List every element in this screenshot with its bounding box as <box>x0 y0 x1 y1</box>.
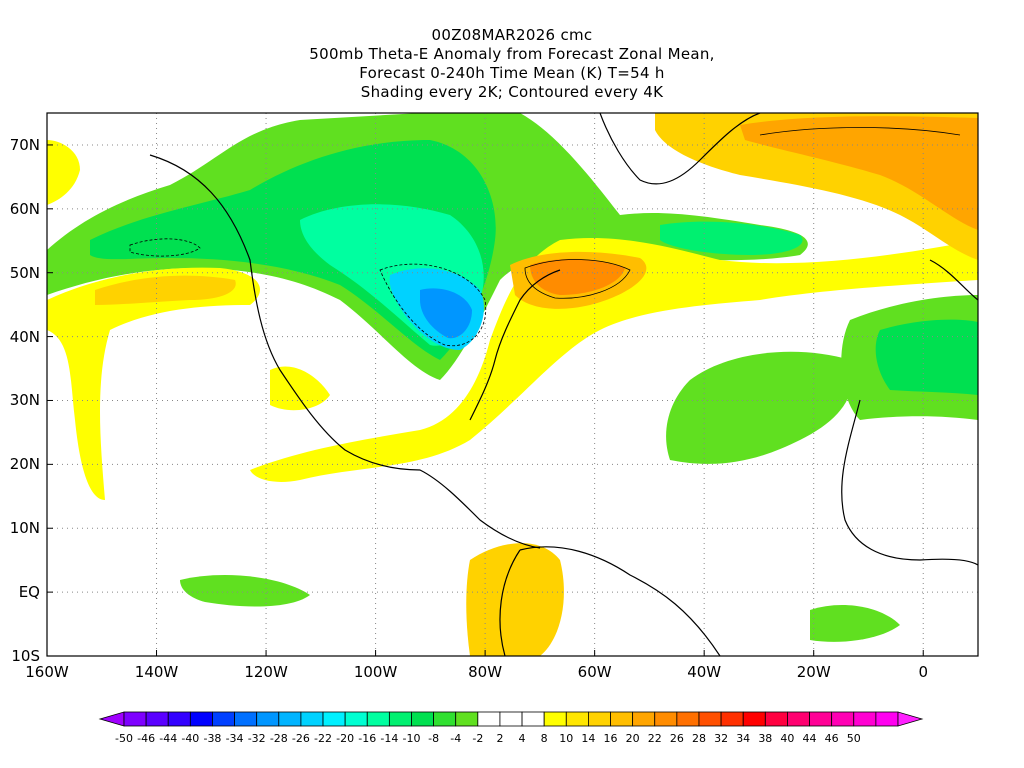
colorbar-tick-label: -34 <box>225 732 244 745</box>
colorbar-tick-label: -16 <box>358 732 377 745</box>
contour-line <box>379 263 487 347</box>
colorbar-tick-label: 20 <box>625 732 640 745</box>
colorbar-tick-label: 40 <box>780 732 795 745</box>
europe-coastline <box>929 259 978 301</box>
contour-line <box>129 238 201 257</box>
title-line-4: Shading every 2K; Contoured every 4K <box>360 83 664 101</box>
lon-tick-label: 100W <box>353 663 398 681</box>
positive-anomaly-south-america <box>466 543 564 656</box>
lat-tick-label: 10N <box>9 519 40 538</box>
colorbar-tick-label: -38 <box>203 732 222 745</box>
lat-tick-label: EQ <box>18 583 40 602</box>
colorbar-tick-label: -10 <box>402 732 421 745</box>
negative-anomaly-labrador-sea <box>660 221 803 255</box>
colorbar-tick-label: 10 <box>559 732 574 745</box>
colorbar-tick-label: -4 <box>450 732 462 745</box>
colorbar-tick-label: 46 <box>824 732 839 745</box>
colorbar-tick-label: 34 <box>736 732 751 745</box>
lat-tick-label: 50N <box>9 263 40 282</box>
lon-tick-label: 0 <box>918 663 928 681</box>
colorbar-tick-label: -20 <box>336 732 355 745</box>
colorbar-tick-label: -40 <box>181 732 200 745</box>
colorbar-tick-label: -2 <box>472 732 484 745</box>
lon-tick-label: 120W <box>244 663 288 681</box>
south-america-coastline <box>499 546 721 656</box>
positive-anomaly-pacific-band <box>47 267 260 500</box>
coastline-layer <box>149 113 978 656</box>
north-america-coastline <box>149 154 561 549</box>
colorbar-tick-label: -26 <box>291 732 310 745</box>
greenland-coastline <box>599 113 761 185</box>
colorbar-tick-label: 8 <box>540 732 548 745</box>
title-line-1: 00Z08MAR2026 cmc <box>431 26 593 44</box>
lat-tick-label: 30N <box>9 391 40 410</box>
contour-line <box>759 127 961 136</box>
positive-anomaly-pacific-core <box>95 275 236 305</box>
lat-tick-label: 60N <box>9 199 40 218</box>
title-line-2: 500mb Theta-E Anomaly from Forecast Zona… <box>309 45 715 63</box>
contour-line <box>524 259 631 299</box>
colorbar-tick-label: -50 <box>115 732 133 745</box>
negative-anomaly-tropical-atlantic <box>810 605 900 642</box>
lon-tick-label: 20W <box>796 663 831 681</box>
lat-tick-label: 70N <box>9 135 40 154</box>
colorbar-tick-label: 4 <box>518 732 526 745</box>
colorbar-tick-label: 26 <box>669 732 684 745</box>
colorbar-tick-label: 28 <box>691 732 706 745</box>
colorbar-tick-label: -32 <box>247 732 266 745</box>
colorbar-tick-label: 38 <box>758 732 773 745</box>
positive-anomaly-newfoundland-core <box>530 258 625 295</box>
lon-tick-label: 80W <box>468 663 503 681</box>
lat-tick-label: 10S <box>11 647 40 665</box>
lon-tick-label: 140W <box>134 663 179 681</box>
lon-tick-label: 160W <box>25 663 69 681</box>
positive-anomaly-mexico <box>270 366 330 411</box>
colorbar-tick-label: 22 <box>647 732 662 745</box>
gridlines <box>47 113 978 656</box>
title-block: 00Z08MAR2026 cmc 500mb Theta-E Anomaly f… <box>0 0 1024 102</box>
negative-anomaly-great-lakes-core <box>420 288 472 339</box>
negative-anomaly-europe-africa-core <box>875 319 978 395</box>
colorbar-tick-label: -8 <box>428 732 440 745</box>
colorbar-tick-label: -22 <box>314 732 332 745</box>
title-line-3: Forecast 0-240h Time Mean (K) T=54 h <box>359 64 665 82</box>
contour-layer <box>129 127 961 347</box>
shading-layer <box>47 113 978 656</box>
africa-coastline <box>841 399 978 566</box>
lon-tick-label: 40W <box>687 663 722 681</box>
colorbar-tick-label: 50 <box>846 732 861 745</box>
colorbar-tick-label: 16 <box>603 732 618 745</box>
negative-anomaly-equatorial-pacific <box>180 575 310 607</box>
lat-tick-label: 40N <box>9 327 40 346</box>
colorbar-tick-label: 32 <box>714 732 729 745</box>
colorbar-tick-label: 14 <box>581 732 596 745</box>
colorbar-tick-label: -44 <box>159 732 178 745</box>
axis-ticks <box>46 144 924 657</box>
colorbar-tick-label: -14 <box>380 732 399 745</box>
positive-anomaly-greenland-sea-core <box>740 116 978 230</box>
colorbar-tick-label: -46 <box>137 732 156 745</box>
lat-tick-label: 20N <box>9 455 40 474</box>
colorbar-tick-label: 44 <box>802 732 817 745</box>
colorbar-tick-label: -28 <box>269 732 288 745</box>
colorbar-tick-label: 2 <box>496 732 504 745</box>
lon-tick-label: 60W <box>577 663 612 681</box>
plot-frame <box>46 112 979 657</box>
negative-anomaly-central-atlantic <box>666 351 853 464</box>
positive-anomaly-alaska-coast <box>47 140 80 205</box>
